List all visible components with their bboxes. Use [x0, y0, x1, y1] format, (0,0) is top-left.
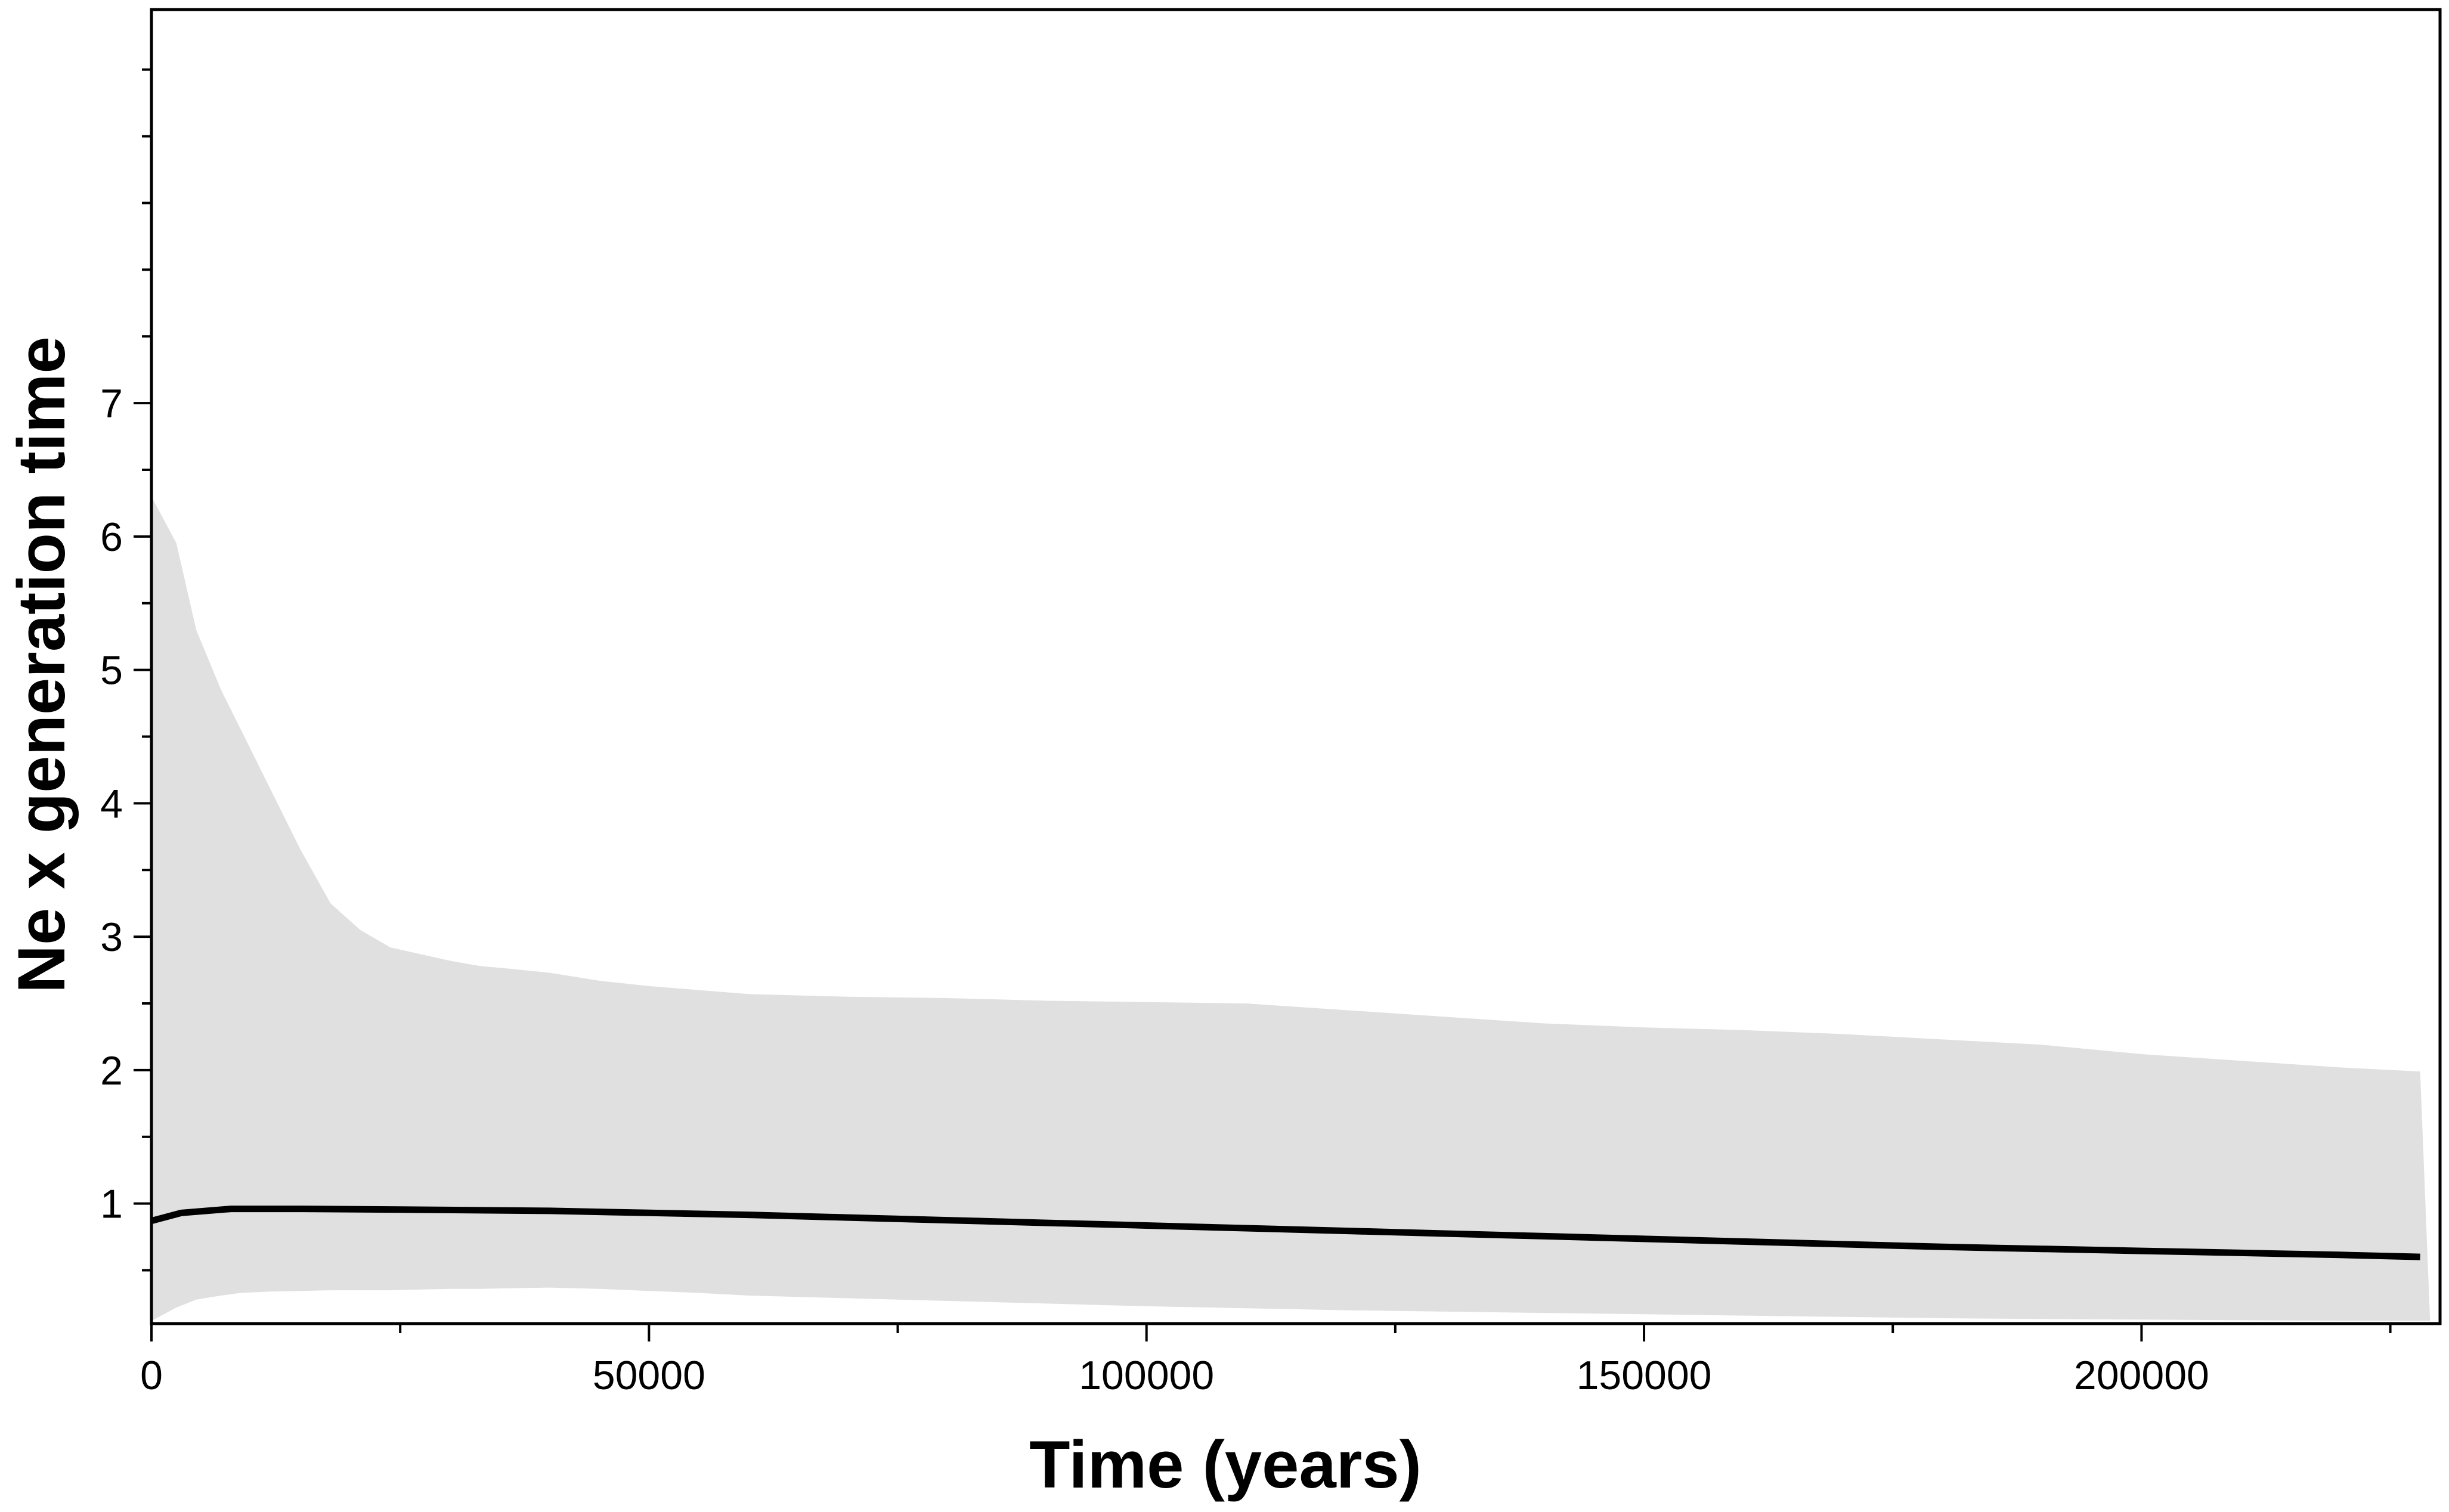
x-tick-label: 200000	[2074, 1353, 2209, 1398]
y-tick-label: 1	[100, 1182, 123, 1227]
median-line	[150, 1206, 2420, 1260]
x-tick-label: 0	[140, 1353, 163, 1398]
plot-frame	[150, 8, 2442, 1325]
x-axis-title: Time (years)	[1029, 1427, 1422, 1502]
y-tick-label: 4	[100, 781, 123, 826]
y-tick-label: 7	[100, 381, 123, 426]
hpd-band	[151, 496, 2431, 1321]
x-tick-label: 100000	[1079, 1353, 1214, 1398]
y-tick-label: 2	[100, 1048, 123, 1093]
x-tick-label: 50000	[593, 1353, 705, 1398]
y-axis-title: Ne x generation time	[4, 336, 79, 993]
y-tick-label: 6	[100, 515, 123, 560]
plot-area	[150, 496, 2431, 1321]
axes: 0 50000 100000 150000 200000 1 2 3 4 5 6 7	[100, 8, 2442, 1398]
x-tick-label: 150000	[1577, 1353, 1712, 1398]
y-tick-label: 5	[100, 648, 123, 693]
y-tick-label: 3	[100, 915, 123, 960]
